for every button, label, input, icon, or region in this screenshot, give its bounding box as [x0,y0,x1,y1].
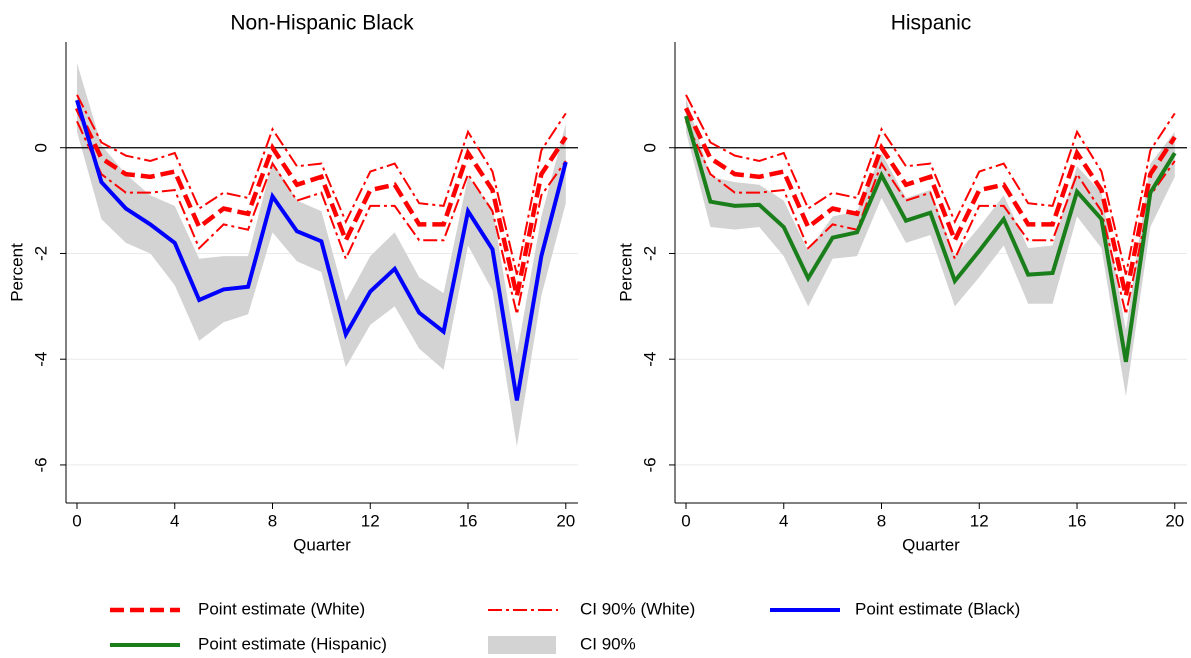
y-tick-label: -6 [640,457,659,472]
ci-lower-line [76,120,567,315]
x-tick-label: 4 [170,511,179,530]
legend-swatch [488,636,556,654]
x-tick-label: 12 [970,511,989,530]
point-estimate-line [75,99,568,401]
legend-label: Point estimate (Black) [855,599,1020,618]
y-tick-label: -6 [31,457,50,472]
x-tick-label: 4 [779,511,788,530]
y-tick-label: 0 [640,143,659,152]
x-tick-label: 20 [556,511,575,530]
y-tick-label: 0 [31,143,50,152]
ci-band [685,97,1175,397]
legend-label: Point estimate (Hispanic) [198,634,387,653]
ci-lower-line [685,120,1176,315]
ci-upper-line [685,94,1176,275]
y-tick-label: -4 [31,352,50,367]
x-tick-label: 8 [877,511,886,530]
x-tick-label: 0 [72,511,81,530]
ci-band [76,63,566,447]
x-axis-label: Quarter [902,535,960,554]
panel-title: Hispanic [891,12,972,35]
point-estimate-line [683,107,1177,297]
x-tick-label: 0 [681,511,690,530]
y-tick-label: -4 [640,352,659,367]
ci-upper-line [76,94,567,275]
x-tick-label: 16 [1068,511,1087,530]
x-tick-label: 8 [268,511,277,530]
x-tick-label: 12 [361,511,380,530]
x-axis-label: Quarter [293,535,351,554]
panel-title: Non-Hispanic Black [230,12,414,35]
y-axis-label: Percent [616,243,635,302]
point-estimate-line [74,107,568,297]
x-tick-label: 20 [1165,511,1184,530]
x-tick-label: 16 [459,511,478,530]
legend-label: CI 90% [580,634,636,653]
legend-label: CI 90% (White) [580,599,695,618]
y-axis-label: Percent [7,243,26,302]
point-estimate-line [684,115,1177,363]
y-tick-label: -2 [31,246,50,261]
legend-label: Point estimate (White) [198,599,365,618]
y-tick-label: -2 [640,246,659,261]
